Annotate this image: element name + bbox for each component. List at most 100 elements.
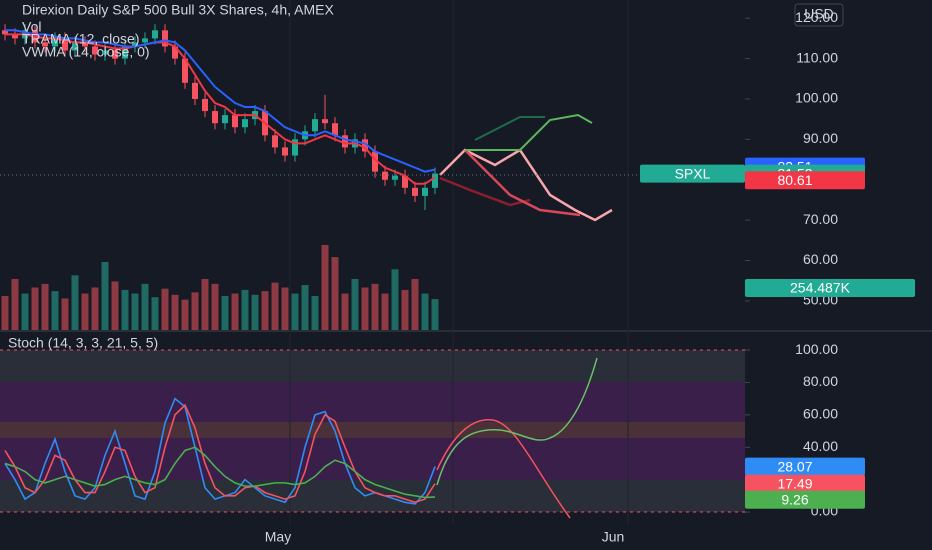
candle-body bbox=[132, 42, 138, 47]
candle-body bbox=[432, 173, 438, 188]
indicator: Vol bbox=[22, 19, 41, 35]
candle-body bbox=[282, 147, 288, 156]
candle-body bbox=[2, 30, 8, 35]
candle-body bbox=[182, 58, 188, 83]
volume-bar bbox=[21, 293, 29, 330]
volume-bar bbox=[111, 281, 119, 330]
volume-bar bbox=[271, 282, 279, 330]
center-band bbox=[0, 422, 745, 438]
y-tick-label: 90.00 bbox=[803, 130, 838, 146]
volume-bar bbox=[231, 293, 239, 330]
indicator: TRAMA (12, close) bbox=[22, 31, 139, 47]
candle-body bbox=[312, 119, 318, 132]
candle-body bbox=[332, 123, 338, 136]
candle-body bbox=[152, 30, 158, 39]
candle-body bbox=[42, 42, 48, 47]
y-tick-label: 100.00 bbox=[795, 90, 838, 106]
volume-bar bbox=[351, 279, 359, 330]
projection bbox=[439, 176, 531, 207]
candle-body bbox=[402, 175, 408, 188]
indicator: VWMA (14, close, 0) bbox=[22, 44, 150, 60]
price-tag bbox=[745, 490, 865, 509]
volume-bar bbox=[381, 293, 389, 330]
chart-title: Direxion Daily S&P 500 Bull 3X Shares, 4… bbox=[22, 2, 334, 18]
currency-box bbox=[794, 3, 844, 27]
line bbox=[4, 446, 436, 499]
volume-bar bbox=[251, 294, 259, 330]
volume-bar bbox=[281, 287, 289, 330]
volume-bar bbox=[261, 291, 269, 330]
y-tick-label: 70.00 bbox=[803, 211, 838, 227]
candle-body bbox=[292, 139, 298, 156]
candle-body bbox=[12, 34, 18, 39]
candle-body bbox=[222, 115, 228, 124]
projection bbox=[465, 113, 593, 151]
candle-body bbox=[392, 175, 398, 180]
y-tick-label: 40.00 bbox=[803, 438, 838, 454]
volume-bar bbox=[331, 257, 339, 330]
candle-body bbox=[272, 135, 278, 148]
price-tag-label: 17.49 bbox=[777, 475, 812, 491]
price-tag-label: SPXL bbox=[675, 165, 711, 181]
candle-body bbox=[52, 38, 58, 47]
candle-body bbox=[122, 46, 128, 59]
candle-body bbox=[422, 187, 428, 196]
volume-bar bbox=[11, 279, 19, 330]
line bbox=[5, 29, 436, 173]
line bbox=[5, 33, 436, 185]
line bbox=[4, 403, 436, 504]
price-tag-label: 9.26 bbox=[781, 491, 808, 507]
candle-body bbox=[322, 119, 328, 124]
y-tick-label: 60.00 bbox=[803, 406, 838, 422]
volume-bar bbox=[321, 245, 329, 330]
volume-bar bbox=[81, 293, 89, 330]
volume-bar bbox=[411, 279, 419, 330]
time-label: May bbox=[265, 529, 291, 545]
y-tick-label: 80.00 bbox=[803, 373, 838, 389]
volume-bar bbox=[241, 289, 249, 330]
price-tag bbox=[640, 164, 745, 183]
projection bbox=[436, 357, 598, 486]
candle-body bbox=[212, 111, 218, 124]
volume-bar bbox=[141, 283, 149, 330]
volume-bar bbox=[1, 296, 9, 330]
price-tag-label: 254.487K bbox=[790, 280, 851, 296]
volume-bar bbox=[401, 289, 409, 330]
price-tag-label: 28.07 bbox=[777, 458, 812, 474]
volume-bar bbox=[341, 293, 349, 330]
candle-body bbox=[192, 82, 198, 99]
candle-body bbox=[342, 135, 348, 148]
volume-bar bbox=[431, 299, 439, 330]
candle-body bbox=[72, 42, 78, 51]
volume-bar bbox=[311, 296, 319, 330]
projection bbox=[439, 148, 613, 222]
y-tick-label: 120.00 bbox=[795, 9, 838, 25]
candle-body bbox=[172, 46, 178, 59]
volume-bar bbox=[151, 297, 159, 330]
candle-body bbox=[92, 46, 98, 55]
line bbox=[4, 397, 436, 505]
y-tick-label: 60.00 bbox=[803, 251, 838, 267]
volume-bar bbox=[371, 283, 379, 330]
candle-body bbox=[162, 30, 168, 47]
candle-body bbox=[202, 98, 208, 112]
oversold-band bbox=[0, 480, 745, 512]
candle-body bbox=[142, 38, 148, 43]
candle-body bbox=[62, 38, 68, 51]
volume-bar bbox=[291, 293, 299, 330]
projection bbox=[474, 116, 545, 141]
candle-body bbox=[242, 119, 248, 128]
price-tag bbox=[745, 457, 865, 476]
volume-bar bbox=[191, 292, 199, 330]
volume-bar bbox=[421, 293, 429, 330]
volume-bar bbox=[131, 293, 139, 330]
stoch-title: Stoch (14, 3, 3, 21, 5, 5) bbox=[8, 335, 158, 351]
candle-body bbox=[412, 187, 418, 196]
volume-bar bbox=[181, 299, 189, 330]
volume-bar bbox=[71, 275, 79, 330]
projection bbox=[464, 149, 581, 217]
candle-body bbox=[372, 151, 378, 172]
volume-bar bbox=[41, 283, 49, 330]
volume-bar bbox=[51, 291, 59, 330]
